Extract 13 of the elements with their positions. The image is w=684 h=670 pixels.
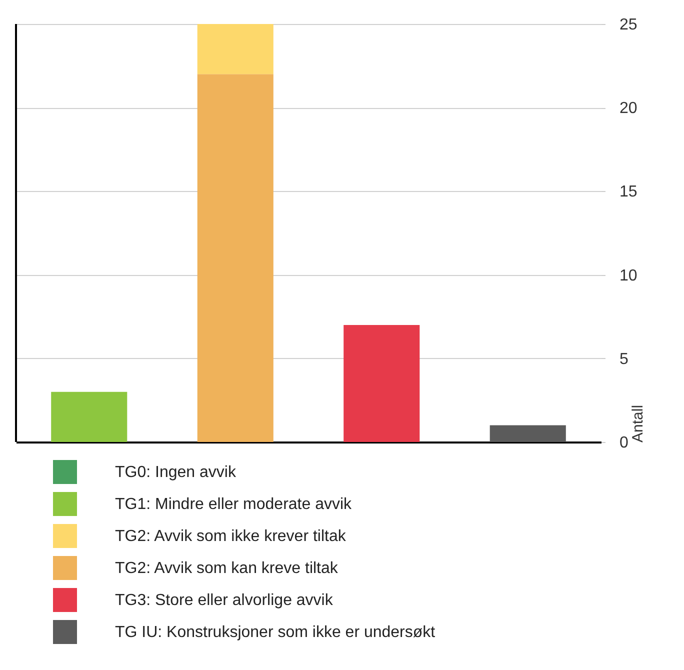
y-tick-label: 10 <box>620 267 638 284</box>
legend-label: TG2: Avvik som kan kreve tiltak <box>115 560 339 577</box>
legend-label: TG3: Store eller alvorlige avvik <box>115 592 334 609</box>
y-tick-label: 15 <box>620 184 638 201</box>
y-tick-label: 20 <box>620 100 638 118</box>
y-tick-label: 25 <box>620 16 638 34</box>
legend-label: TG1: Mindre eller moderate avvik <box>115 496 353 513</box>
legend-label: TG0: Ingen avvik <box>115 464 237 481</box>
y-axis-title: Antall <box>629 404 646 442</box>
legend-label: TG IU: Konstruksjoner som ikke er undersøkt <box>115 624 436 641</box>
y-tick-label: 0 <box>620 434 628 452</box>
legend-label: TG2: Avvik som ikke krever tiltak <box>115 528 347 545</box>
y-tick-label: 5 <box>620 350 628 368</box>
